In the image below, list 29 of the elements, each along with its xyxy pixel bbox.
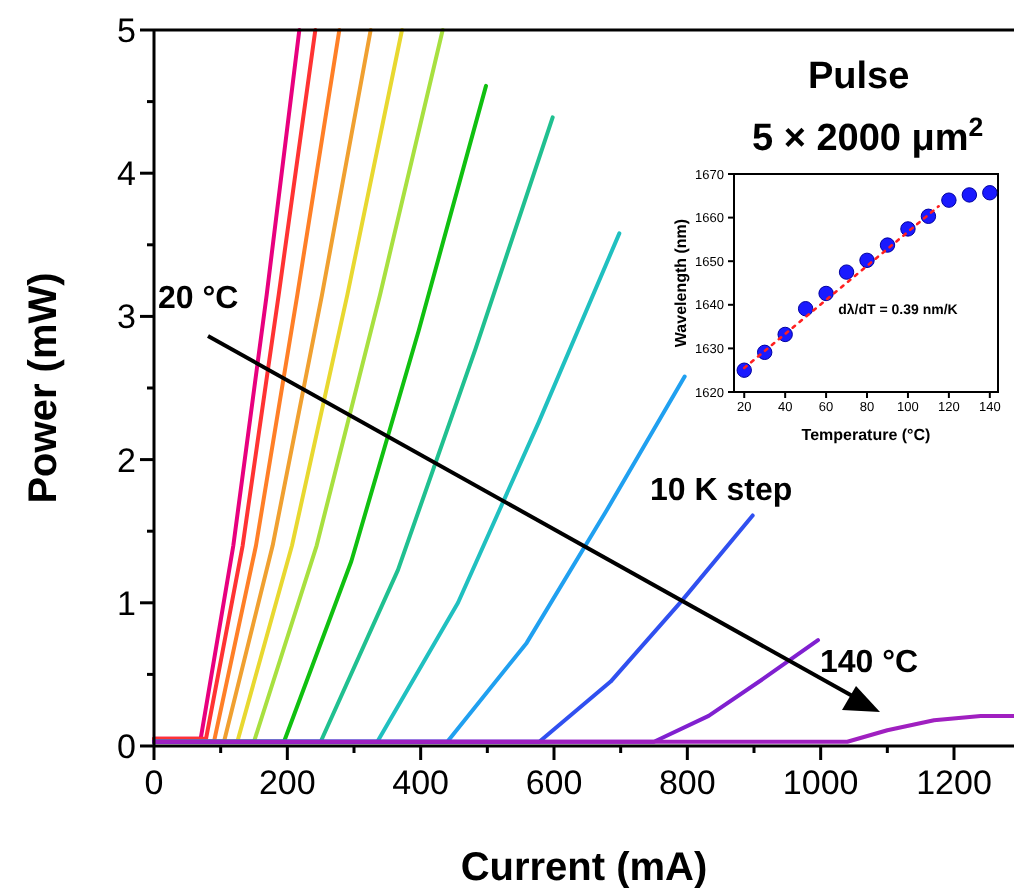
annotation: 5 × 2000 μm$^{2}$ [752, 111, 984, 160]
annotation: 140 °C [820, 646, 920, 680]
point [982, 185, 998, 201]
x-tick-label: 200 [258, 764, 316, 802]
point [838, 264, 855, 280]
x-axis-title: Current (mA) [460, 846, 708, 888]
y-axis-title: Wavelength (nm) [672, 218, 690, 348]
y-tick-label: 4 [117, 155, 136, 194]
y-tick-label: 1 [117, 584, 136, 623]
y-tick-label: 0 [117, 727, 136, 766]
annotation: Pulse [808, 56, 910, 98]
y-axis-title: Power (mW) [22, 272, 66, 504]
point [797, 301, 814, 317]
x-tick-label: 1200 [916, 764, 992, 802]
y-tick-label: 2 [117, 441, 136, 480]
y-tick-label: 5 [117, 11, 136, 50]
annotation: 20 °C [158, 282, 240, 316]
x-tick-label: 800 [658, 764, 716, 802]
x-tick-label: 1000 [782, 764, 859, 802]
x-tick-label: 400 [392, 764, 450, 802]
x-axis-title: Temperature (°C) [801, 426, 932, 444]
y-tick-label: 3 [117, 298, 136, 337]
x-tick-label: 0 [144, 764, 164, 802]
annotation: 10 K step [650, 474, 793, 508]
x-tick-label: 600 [525, 764, 583, 802]
point [736, 362, 752, 378]
point [941, 192, 957, 208]
point [961, 187, 978, 203]
point [859, 252, 875, 269]
